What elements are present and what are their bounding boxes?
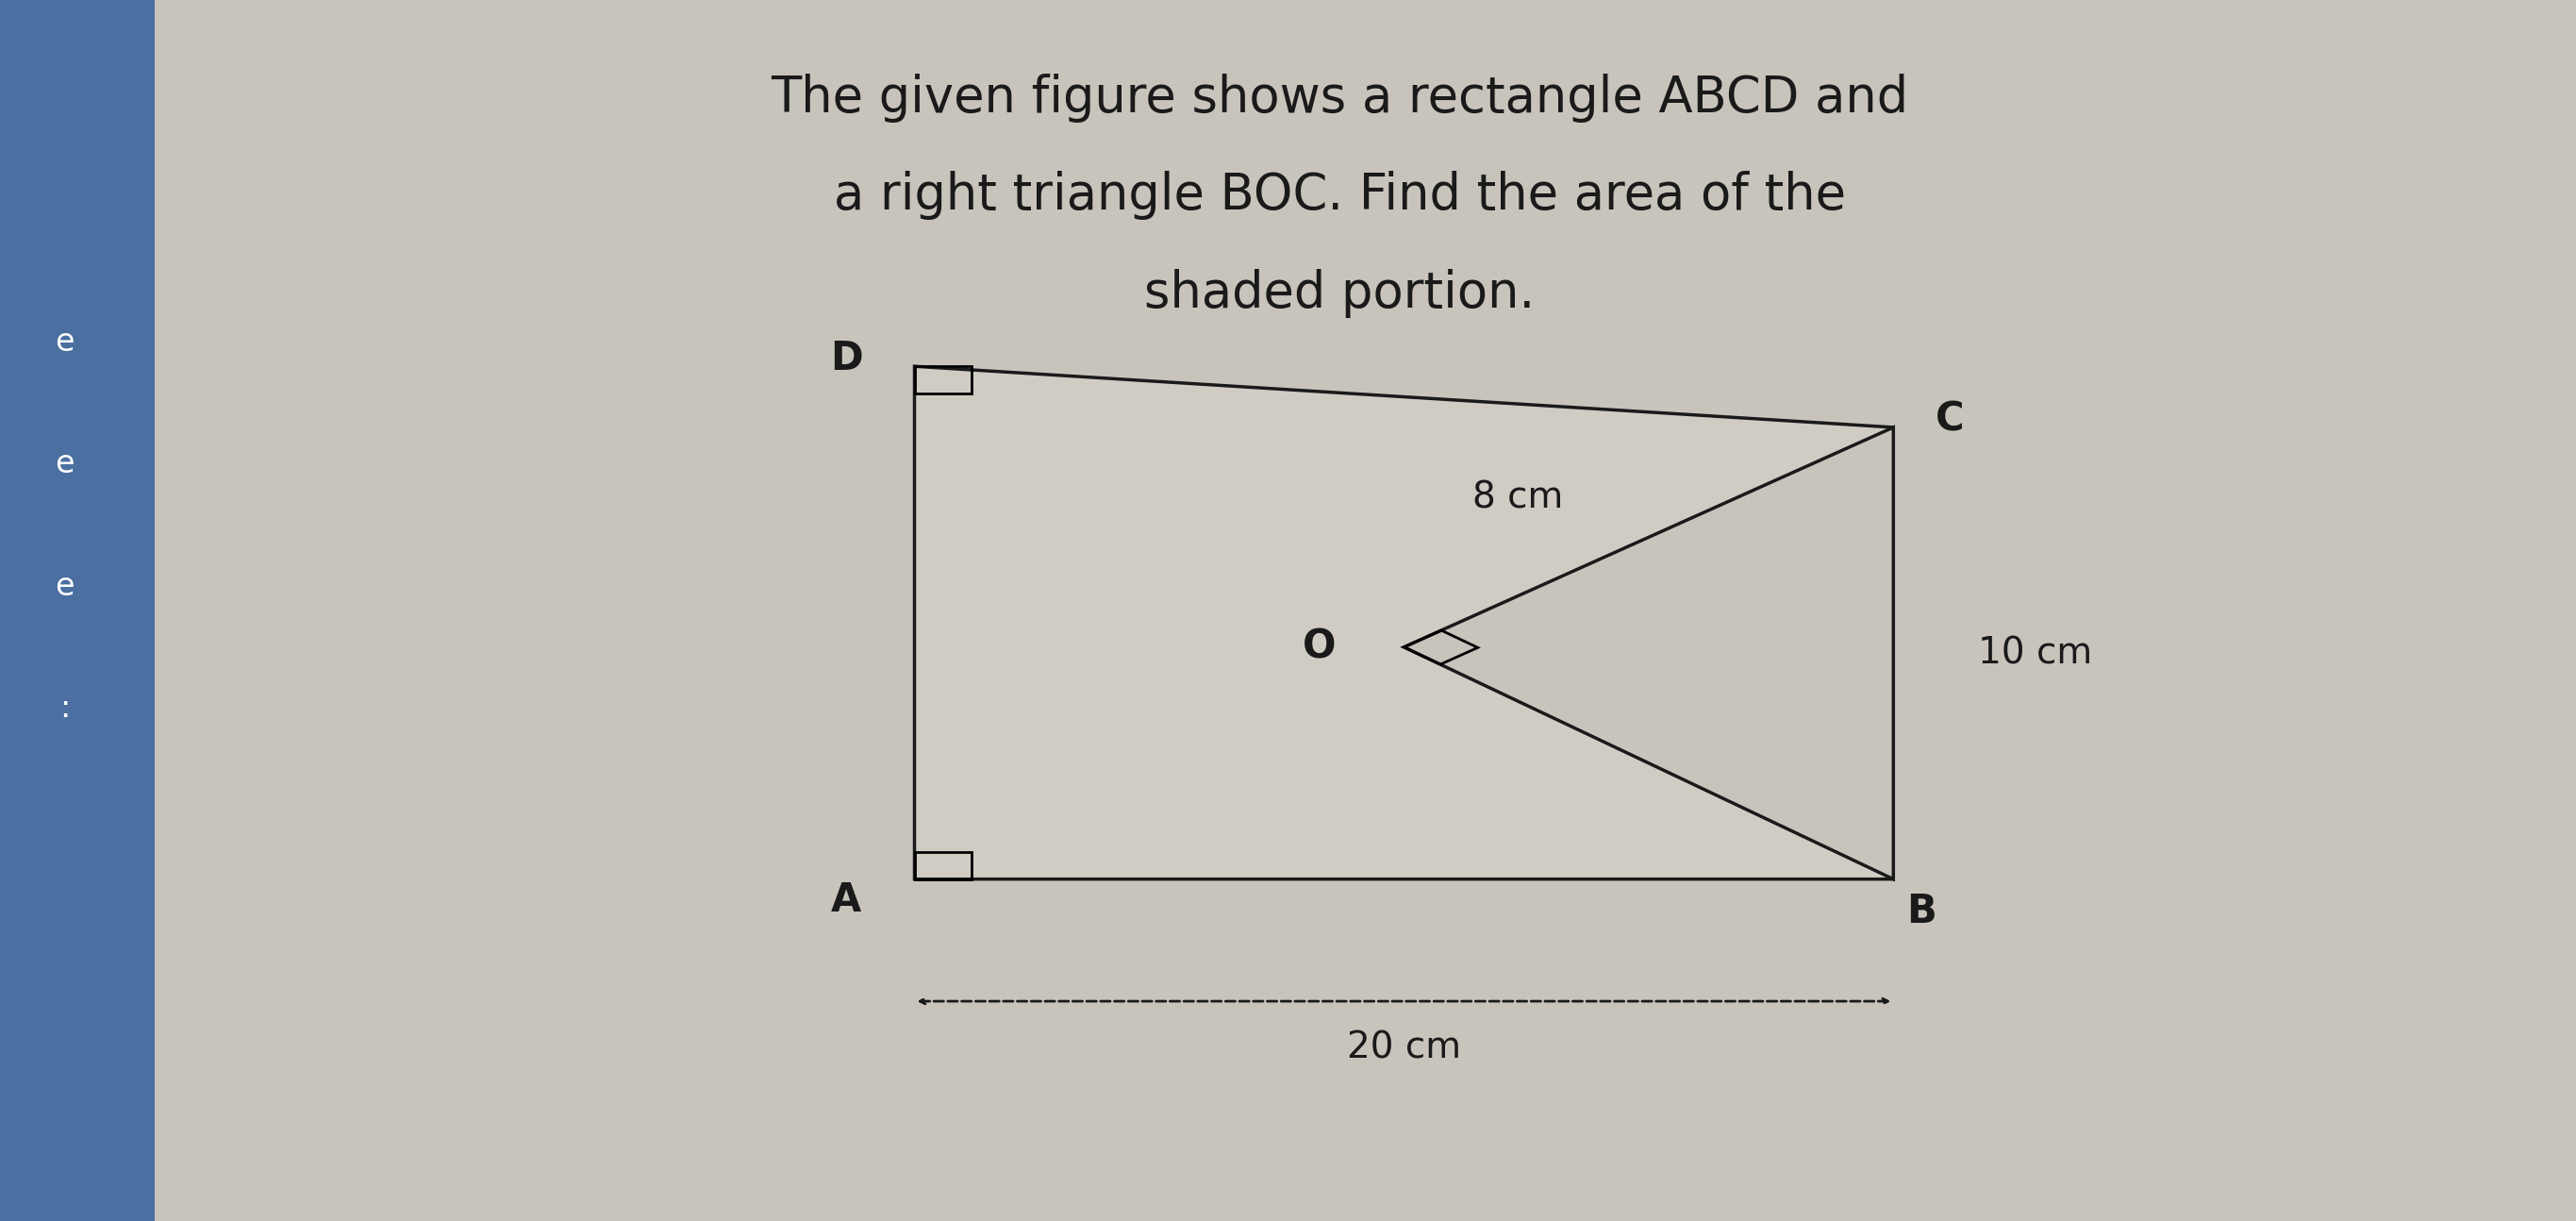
- Text: D: D: [829, 338, 863, 379]
- Text: e: e: [54, 326, 75, 358]
- Text: The given figure shows a rectangle ABCD and: The given figure shows a rectangle ABCD …: [770, 73, 1909, 122]
- Text: B: B: [1906, 891, 1937, 932]
- Polygon shape: [914, 366, 1893, 879]
- Text: 10 cm: 10 cm: [1978, 635, 2092, 672]
- Text: 8 cm: 8 cm: [1471, 480, 1564, 515]
- Text: O: O: [1303, 628, 1334, 667]
- Text: a right triangle BOC. Find the area of the: a right triangle BOC. Find the area of t…: [835, 171, 1844, 220]
- Polygon shape: [1404, 427, 1893, 879]
- Text: :: :: [59, 692, 70, 724]
- Text: e: e: [54, 570, 75, 602]
- Text: 20 cm: 20 cm: [1347, 1029, 1461, 1066]
- Text: A: A: [832, 880, 863, 921]
- Text: C: C: [1935, 399, 1965, 440]
- Bar: [0, 0, 155, 1221]
- Text: shaded portion.: shaded portion.: [1144, 269, 1535, 317]
- Text: e: e: [54, 448, 75, 480]
